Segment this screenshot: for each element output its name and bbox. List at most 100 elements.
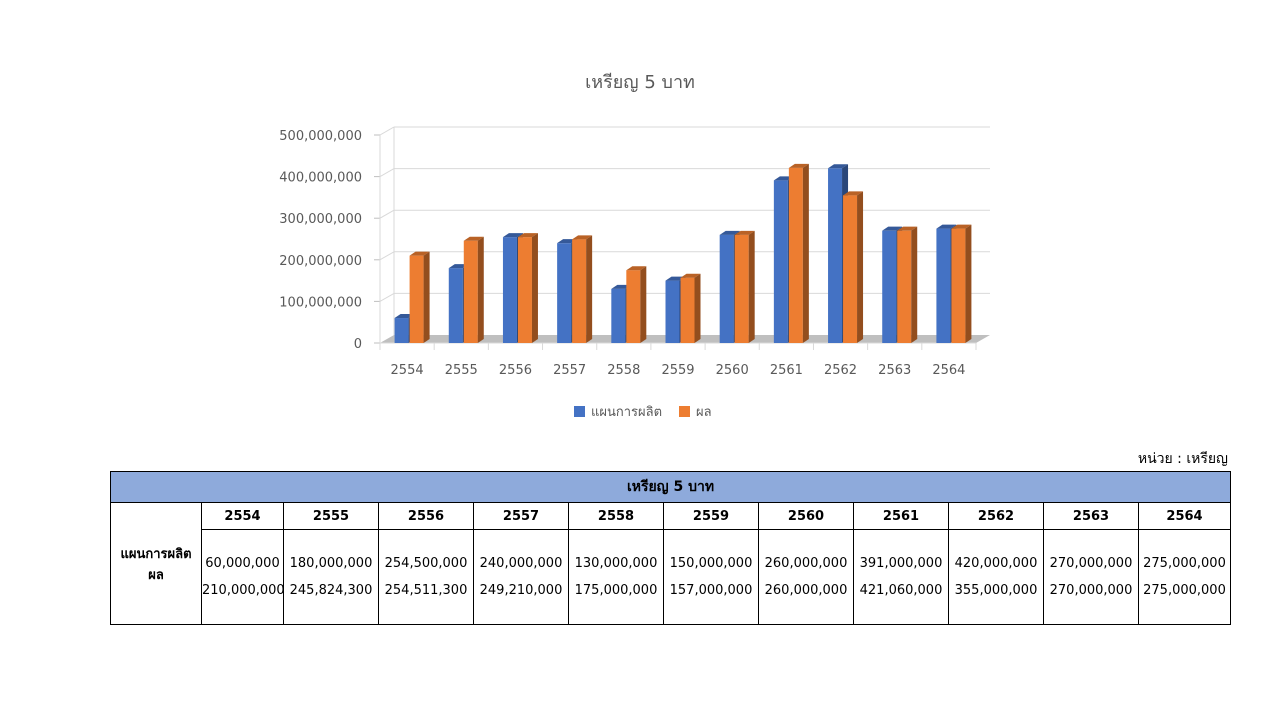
bar-chart: เหรียญ 5 บาท 0 100,000,000 200,000,000 300,0… [279, 72, 990, 420]
bar-result [734, 234, 749, 343]
plan-value: 130,000,000 [574, 556, 658, 571]
result-value: 270,000,000 [1049, 583, 1133, 598]
unit-label: หน่วย : เหรียญ [1137, 451, 1228, 467]
gridline-side [379, 292, 395, 302]
bar-top [409, 251, 430, 256]
x-tick-label: 2558 [607, 363, 640, 378]
bar-side [586, 235, 593, 343]
bar-top [882, 226, 903, 231]
bar-side [694, 273, 701, 343]
year-values-cell: 391,000,000 421,060,000 [853, 529, 949, 625]
table-year-row: แผนการผลิต ผล 2554 2555 2556 2557 2558 2559 256… [110, 502, 1232, 625]
plan-value: 260,000,000 [764, 556, 848, 571]
year-header: 2559 [663, 502, 759, 530]
bar-plan [557, 243, 572, 343]
bar-result [843, 195, 858, 343]
year-header: 2557 [473, 502, 569, 530]
bar-result [897, 230, 912, 343]
bar-result [951, 228, 966, 343]
x-tick-label: 2555 [445, 363, 478, 378]
bar-top [502, 233, 523, 238]
row-label: ผล [148, 567, 164, 583]
result-value: 355,000,000 [954, 583, 1038, 598]
bar-plan [611, 288, 626, 343]
year-header: 2561 [853, 502, 949, 530]
bar-side [965, 224, 972, 343]
year-header: 2563 [1043, 502, 1139, 530]
x-tick-label: 2554 [391, 363, 424, 378]
bar-result [463, 240, 478, 343]
bar-result [517, 237, 532, 343]
x-tick-label: 2560 [716, 363, 749, 378]
x-tick-label: 2562 [824, 363, 857, 378]
gridline-side [379, 251, 395, 261]
year-values-cell: 254,500,000 254,511,300 [378, 529, 474, 625]
result-value: 254,511,300 [384, 583, 468, 598]
y-tick-label: 200,000,000 [279, 254, 362, 269]
bar-plan [394, 318, 409, 343]
year-header: 2555 [283, 502, 379, 530]
year-values-cell: 130,000,000 175,000,000 [568, 529, 664, 625]
x-tick-label: 2564 [932, 363, 965, 378]
x-tick-label: 2563 [878, 363, 911, 378]
year-header: 2564 [1137, 502, 1232, 530]
y-tick-label: 300,000,000 [279, 212, 362, 227]
bar-side [748, 230, 755, 343]
result-value: 210,000,000 [202, 583, 285, 598]
bar-top [572, 235, 593, 240]
year-header: 2560 [758, 502, 854, 530]
gridline-side [379, 209, 395, 219]
gridline-side [379, 126, 395, 136]
bar-side [423, 251, 430, 343]
bar-result [409, 255, 424, 343]
x-tick-label: 2556 [499, 363, 532, 378]
bar-plan [719, 234, 734, 343]
bar-top [828, 164, 849, 169]
bar-plan [665, 280, 680, 343]
bar-plan [448, 268, 463, 343]
bar-plan [773, 180, 788, 343]
legend-swatch [574, 406, 585, 417]
legend-label: ผล [696, 405, 712, 420]
gridline-side [379, 168, 395, 178]
year-values-cell: 260,000,000 260,000,000 [758, 529, 854, 625]
bar-top [843, 191, 864, 196]
plan-value: 180,000,000 [289, 556, 373, 571]
bar-side [477, 236, 484, 343]
bar-side [802, 163, 809, 343]
plan-value: 240,000,000 [479, 556, 563, 571]
plan-value: 275,000,000 [1143, 556, 1226, 571]
data-table: เหรียญ 5 บาท แผนการผลิต ผล 2554 2555 2556 25… [109, 471, 1232, 625]
plan-value: 270,000,000 [1049, 556, 1133, 571]
bar-top [680, 273, 701, 278]
bar-plan [882, 230, 897, 343]
x-tick-label: 2561 [770, 363, 803, 378]
bar-top [897, 226, 918, 231]
legend-swatch [679, 406, 690, 417]
y-tick-label: 500,000,000 [279, 129, 362, 144]
row-label: แผนการผลิต [120, 546, 192, 562]
bar-side [531, 233, 538, 343]
y-tick-label: 400,000,000 [279, 171, 362, 186]
bar-plan [828, 168, 843, 343]
x-tick-label: 2557 [553, 363, 586, 378]
plan-value: 150,000,000 [669, 556, 753, 571]
bar-top [788, 163, 809, 168]
year-values-cell: 150,000,000 157,000,000 [663, 529, 759, 625]
chart-title: เหรียญ 5 บาท [585, 72, 695, 93]
year-header: 2554 [201, 502, 284, 530]
bar-side [640, 266, 647, 343]
bar-top [517, 233, 538, 238]
plan-value: 391,000,000 [859, 556, 943, 571]
y-tick-label: 0 [354, 337, 362, 352]
bar-result [626, 270, 641, 343]
year-values-cell: 420,000,000 355,000,000 [948, 529, 1044, 625]
result-value: 421,060,000 [859, 583, 943, 598]
year-values-cell: 270,000,000 270,000,000 [1043, 529, 1139, 625]
year-header: 2558 [568, 502, 664, 530]
year-values-cell: 60,000,000 210,000,000 [201, 529, 285, 625]
table-values-row: 60,000,000 210,000,000 180,000,000 245,824,… [111, 529, 1232, 625]
y-tick-label: 100,000,000 [279, 295, 362, 310]
result-value: 249,210,000 [479, 583, 563, 598]
year-values-cell: 180,000,000 245,824,300 [283, 529, 379, 625]
